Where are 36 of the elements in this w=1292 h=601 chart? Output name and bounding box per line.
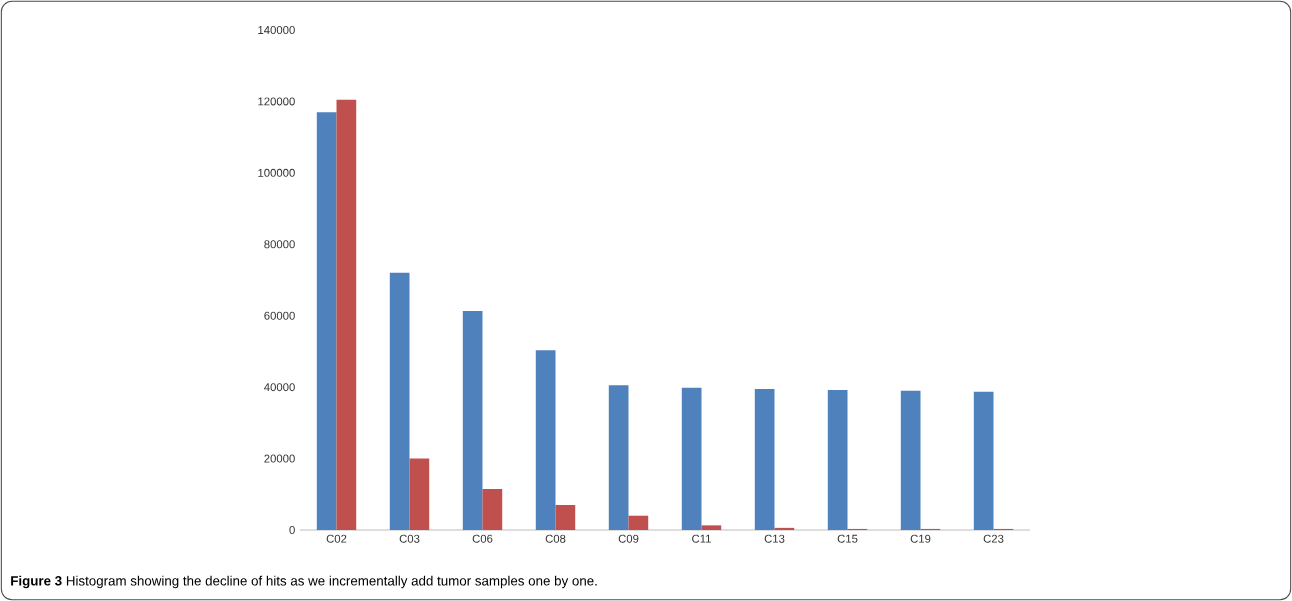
bar	[336, 99, 357, 530]
text: Figure 3 Histogram showing the decline of hits as we incrementally add tumor samples one by one.	[11, 575, 597, 589]
bar	[754, 388, 775, 530]
bar	[900, 390, 921, 530]
y-tick-label: 80000	[264, 240, 295, 249]
x-tick-label: C15	[837, 534, 858, 543]
x-tick-label: C23	[983, 534, 1004, 543]
bar	[701, 525, 722, 530]
y-tick-label: 100000	[258, 168, 295, 177]
bar	[774, 527, 795, 530]
x-tick-label: C08	[545, 534, 566, 543]
bar	[608, 385, 629, 530]
x-tick-label: C09	[618, 534, 639, 543]
bar	[681, 387, 702, 530]
y-tick-label: 40000	[264, 383, 295, 392]
bar	[827, 390, 848, 530]
y-tick-label: 60000	[264, 311, 295, 320]
y-tick-label: 140000	[258, 26, 295, 35]
x-tick-label: C19	[910, 534, 931, 543]
x-tick-label: C13	[764, 534, 785, 543]
x-tick-label: C06	[472, 534, 493, 543]
y-tick-label: 20000	[264, 454, 295, 463]
x-tick-label: C11	[692, 534, 711, 543]
bar	[535, 350, 556, 530]
bar	[462, 311, 483, 530]
x-tick-label: C03	[399, 534, 420, 543]
y-tick-label: 0	[289, 526, 295, 535]
bar	[389, 272, 410, 530]
bar	[555, 505, 576, 530]
bar	[628, 515, 649, 530]
bar	[316, 112, 337, 530]
bar	[973, 391, 994, 530]
bar	[409, 458, 430, 530]
y-tick-label: 120000	[258, 97, 295, 106]
bar	[482, 488, 503, 530]
x-tick-label: C02	[326, 534, 347, 543]
